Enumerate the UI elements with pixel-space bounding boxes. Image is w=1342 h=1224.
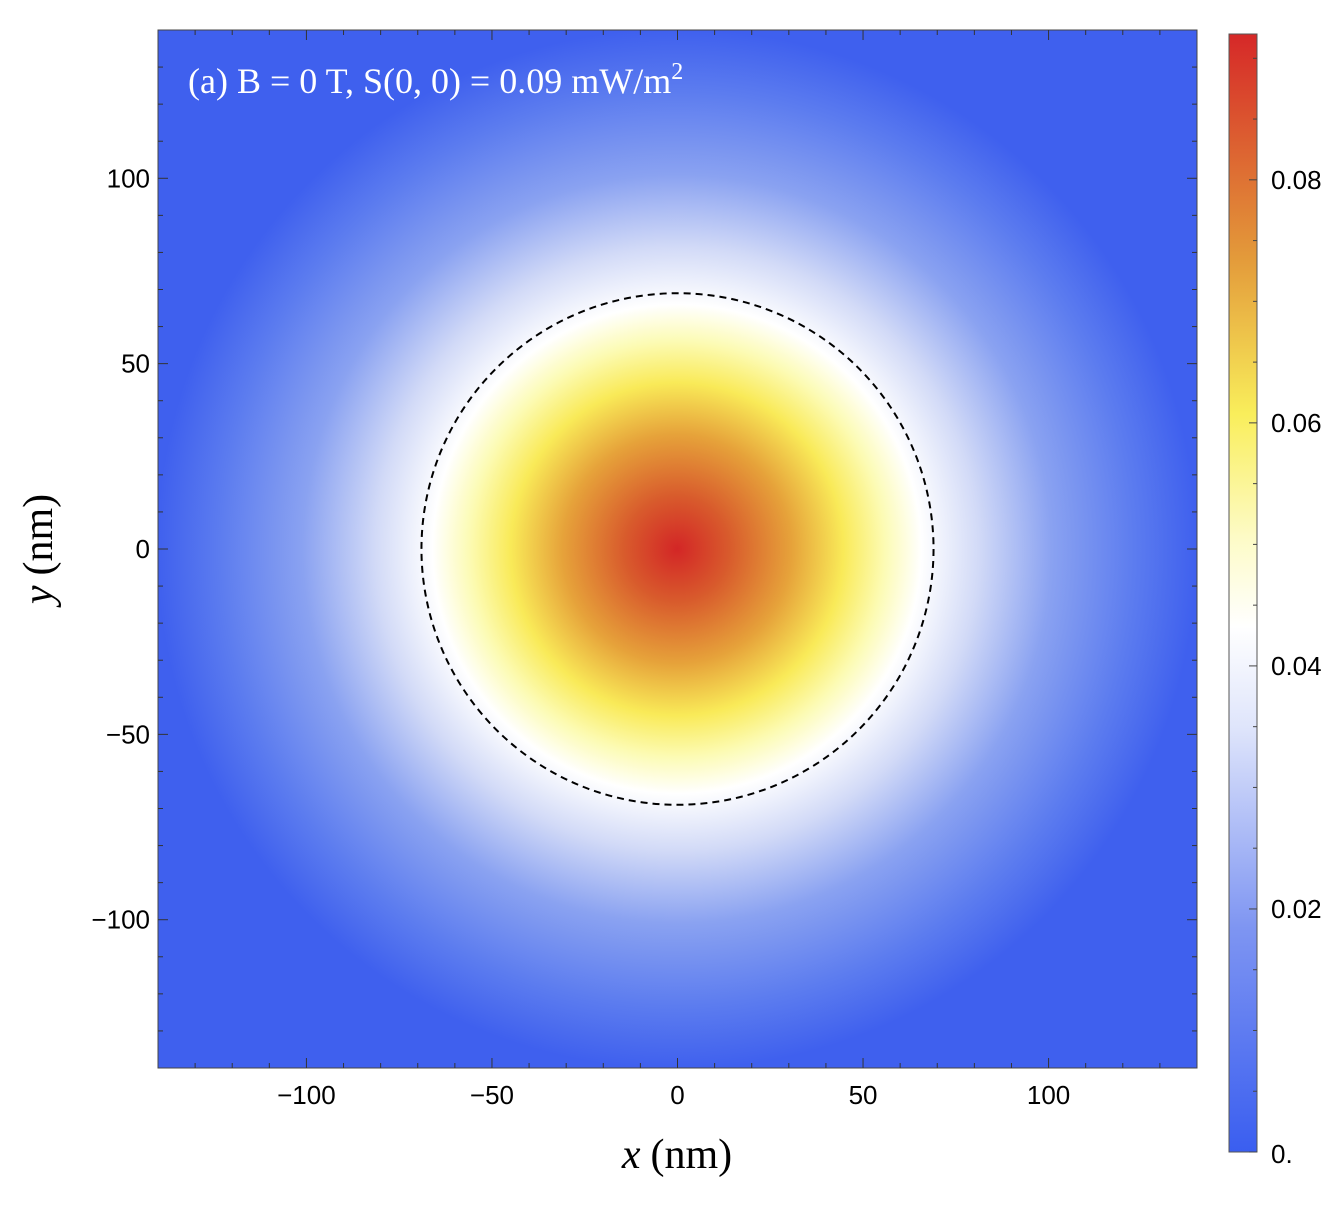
- y-tick-label: 50: [121, 349, 150, 379]
- y-axis-tick-labels: 100 50 0 −50 −100: [91, 163, 150, 934]
- x-axis-title: x (nm): [621, 1132, 732, 1178]
- y-tick-label: 0: [136, 534, 150, 564]
- plot-annotation: (a) B = 0 T, S(0, 0) = 0.09 mW/m2: [188, 59, 683, 101]
- colorbar-tick-label: 0.: [1271, 1139, 1293, 1169]
- y-tick-label: −100: [91, 905, 150, 935]
- colorbar-ticks: [1249, 57, 1257, 1153]
- y-tick-label: −50: [106, 719, 150, 749]
- colorbar-tick-label: 0.02: [1271, 894, 1322, 924]
- x-tick-label: −100: [277, 1080, 336, 1110]
- x-tick-label: 100: [1027, 1080, 1070, 1110]
- x-tick-label: −50: [470, 1080, 514, 1110]
- colorbar-tick-label: 0.08: [1271, 165, 1322, 195]
- colorbar-tick-labels: 0.08 0.06 0.04 0.02 0.: [1271, 165, 1322, 1169]
- colorbar-tick-label: 0.04: [1271, 651, 1322, 681]
- dashed-contour-circle: [420, 292, 935, 806]
- y-axis-title: y(nm): [16, 494, 62, 608]
- x-tick-label: 0: [670, 1080, 684, 1110]
- y-axis-ticks: [158, 66, 1197, 1032]
- heatmap: [158, 30, 1197, 1068]
- colorbar: 0.08 0.06 0.04 0.02 0.: [1228, 33, 1322, 1169]
- x-axis-tick-labels: −100 −50 0 50 100: [277, 1080, 1070, 1110]
- colorbar-fill: [1228, 33, 1258, 1153]
- y-tick-label: 100: [107, 163, 150, 193]
- plot-area: −100 −50 0 50 100 100 50 0 −50 −100 (a) B = 0 T,…: [91, 29, 1198, 1110]
- x-tick-label: 50: [849, 1080, 878, 1110]
- colorbar-tick-label: 0.06: [1271, 408, 1322, 438]
- x-axis-ticks: [194, 30, 1161, 1068]
